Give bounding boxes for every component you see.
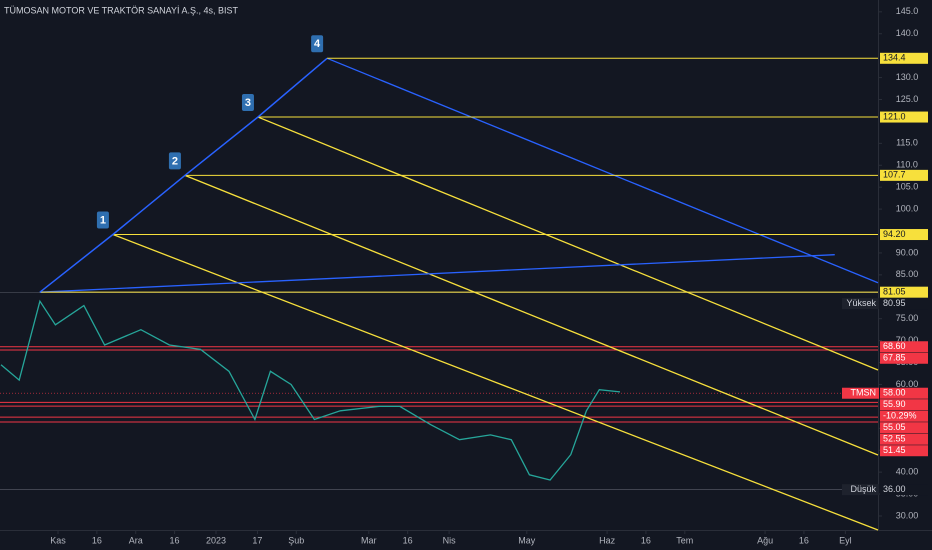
price-label-box: [880, 169, 928, 181]
y-tick-label: 70.00: [896, 335, 919, 345]
price-label: 36.00: [883, 484, 906, 494]
x-tick-label: Şub: [288, 535, 304, 545]
x-tick-label: Ağu: [757, 535, 773, 545]
wave-path: [39, 57, 328, 293]
price-label-box: [880, 399, 928, 411]
y-tick-label: 75.00: [896, 313, 919, 323]
x-tick-label: Ara: [129, 535, 143, 545]
trend-line: [257, 116, 879, 371]
y-tick-label: 105.0: [896, 182, 919, 192]
x-tick-label: Eyl: [839, 535, 852, 545]
x-tick-label: Nis: [443, 535, 456, 545]
x-tick-label: Tem: [676, 535, 693, 545]
x-tick-label: May: [518, 535, 536, 545]
price-tag: Düşük: [850, 484, 876, 494]
wave-label-box: [241, 94, 254, 112]
price-label: 52.55: [883, 434, 906, 444]
y-tick-label: 90.00: [896, 247, 919, 257]
trend-line: [184, 174, 879, 456]
price-label: 55.05: [883, 422, 906, 432]
price-label: 55.90: [883, 399, 906, 409]
x-tick-label: 16: [170, 535, 180, 545]
wave-label: 4: [314, 38, 321, 50]
wave-label: 2: [172, 155, 178, 167]
wave-label: 3: [245, 97, 251, 109]
x-tick-label: Haz: [599, 535, 616, 545]
x-tick-label: 16: [92, 535, 102, 545]
price-label: 121.0: [883, 111, 906, 121]
price-label-box: [880, 484, 928, 496]
price-label-box: [880, 229, 928, 241]
price-label-box: [880, 298, 928, 310]
wave-label-box: [311, 35, 324, 53]
price-tag-box: [842, 298, 879, 310]
x-tick-label: Mar: [361, 535, 377, 545]
price-label-box: [880, 52, 928, 64]
wave-label-box: [168, 152, 181, 170]
price-label: 94.20: [883, 229, 906, 239]
price-label: 68.60: [883, 341, 906, 351]
x-tick-label: 16: [403, 535, 413, 545]
price-label-box: [880, 445, 928, 457]
y-tick-label: 30.00: [896, 510, 919, 520]
price-label: 107.7: [883, 170, 906, 180]
price-label-box: [880, 352, 928, 364]
x-tick-label: 2023: [206, 535, 226, 545]
price-label-box: [880, 410, 928, 422]
price-label-box: [880, 387, 928, 399]
price-label-box: [880, 341, 928, 353]
trend-line: [39, 254, 835, 293]
y-tick-label: 60.00: [896, 379, 919, 389]
price-line: [0, 299, 621, 481]
price-tag-box: [842, 484, 879, 496]
x-tick-label: 16: [641, 535, 651, 545]
price-label-box: [880, 286, 928, 298]
price-label: 80.95: [883, 298, 906, 308]
x-tick-label: 17: [252, 535, 262, 545]
y-tick-label: 125.0: [896, 94, 919, 104]
price-label-box: [880, 433, 928, 445]
x-tick-label: Kas: [50, 535, 66, 545]
y-tick-label: 110.0: [896, 160, 918, 170]
chart-title: TÜMOSAN MOTOR VE TRAKTÖR SANAYİ A.Ş., 4s…: [4, 5, 239, 15]
trend-line: [326, 57, 879, 284]
y-tick-label: 85.00: [896, 269, 919, 279]
x-tick-label: 16: [799, 535, 809, 545]
y-tick-label: 130.0: [896, 72, 919, 82]
price-label: 51.45: [883, 445, 906, 455]
y-tick-label: 100.0: [896, 203, 919, 213]
y-tick-label: 115.0: [896, 138, 918, 148]
price-label: -10.29%: [883, 411, 917, 421]
price-tag: TMSN: [851, 388, 877, 398]
price-label: 134.4: [883, 53, 906, 63]
trend-line: [112, 233, 879, 531]
price-label-box: [880, 422, 928, 434]
price-label: 58.00: [883, 388, 906, 398]
price-label-box: [880, 111, 928, 123]
price-label: 81.05: [883, 287, 906, 297]
price-label: 67.85: [883, 353, 906, 363]
wave-label-box: [96, 211, 109, 229]
price-tag-box: [842, 387, 879, 399]
y-tick-label: 140.0: [896, 28, 919, 38]
price-tag: Yüksek: [846, 298, 876, 308]
y-tick-label: 40.00: [896, 467, 919, 477]
wave-label: 1: [100, 214, 106, 226]
y-tick-label: 145.0: [896, 6, 919, 16]
